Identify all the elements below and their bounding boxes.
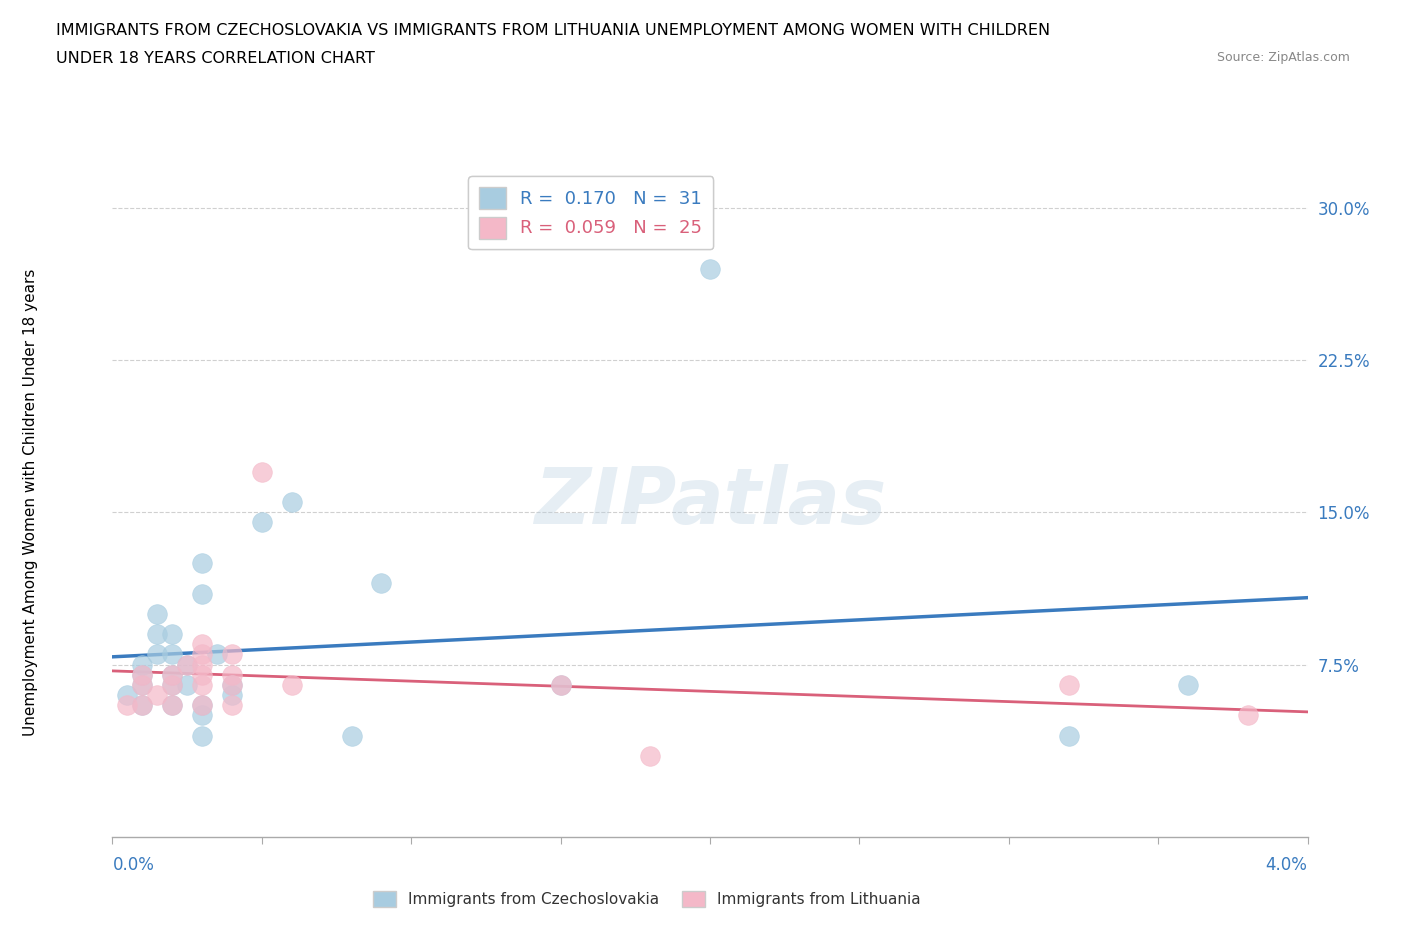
Point	[221, 667, 243, 682]
Point	[162, 698, 183, 712]
Point	[1057, 728, 1080, 743]
Point	[191, 698, 214, 712]
Point	[162, 667, 183, 682]
Text: Unemployment Among Women with Children Under 18 years: Unemployment Among Women with Children U…	[24, 269, 38, 736]
Point	[176, 677, 198, 692]
Point	[191, 555, 214, 570]
Point	[1057, 677, 1080, 692]
Legend: R =  0.170   N =  31, R =  0.059   N =  25: R = 0.170 N = 31, R = 0.059 N = 25	[468, 177, 713, 249]
Point	[131, 677, 153, 692]
Point	[370, 576, 392, 591]
Point	[550, 677, 572, 692]
Point	[1177, 677, 1199, 692]
Point	[191, 728, 214, 743]
Point	[699, 261, 721, 276]
Point	[250, 464, 273, 479]
Point	[191, 637, 214, 652]
Point	[281, 495, 304, 510]
Point	[162, 667, 183, 682]
Point	[131, 677, 153, 692]
Point	[162, 677, 183, 692]
Point	[162, 698, 183, 712]
Point	[191, 658, 214, 672]
Point	[131, 667, 153, 682]
Point	[221, 698, 243, 712]
Point	[191, 586, 214, 601]
Point	[550, 677, 572, 692]
Point	[221, 687, 243, 702]
Point	[146, 606, 169, 621]
Point	[221, 677, 243, 692]
Point	[281, 677, 304, 692]
Text: 0.0%: 0.0%	[112, 856, 155, 873]
Point	[162, 647, 183, 662]
Point	[162, 627, 183, 642]
Point	[191, 647, 214, 662]
Point	[146, 647, 169, 662]
Point	[146, 687, 169, 702]
Point	[176, 658, 198, 672]
Point	[1237, 708, 1260, 723]
Point	[250, 515, 273, 530]
Legend: Immigrants from Czechoslovakia, Immigrants from Lithuania: Immigrants from Czechoslovakia, Immigran…	[367, 884, 927, 913]
Point	[221, 647, 243, 662]
Point	[638, 749, 661, 764]
Point	[191, 677, 214, 692]
Point	[131, 698, 153, 712]
Point	[191, 708, 214, 723]
Point	[117, 698, 139, 712]
Text: UNDER 18 YEARS CORRELATION CHART: UNDER 18 YEARS CORRELATION CHART	[56, 51, 375, 66]
Point	[191, 667, 214, 682]
Point	[205, 647, 228, 662]
Point	[191, 698, 214, 712]
Point	[117, 687, 139, 702]
Point	[131, 698, 153, 712]
Text: Source: ZipAtlas.com: Source: ZipAtlas.com	[1216, 51, 1350, 64]
Text: IMMIGRANTS FROM CZECHOSLOVAKIA VS IMMIGRANTS FROM LITHUANIA UNEMPLOYMENT AMONG W: IMMIGRANTS FROM CZECHOSLOVAKIA VS IMMIGR…	[56, 23, 1050, 38]
Text: ZIPatlas: ZIPatlas	[534, 464, 886, 540]
Point	[221, 677, 243, 692]
Point	[146, 627, 169, 642]
Point	[162, 677, 183, 692]
Point	[131, 658, 153, 672]
Point	[176, 658, 198, 672]
Text: 4.0%: 4.0%	[1265, 856, 1308, 873]
Point	[131, 667, 153, 682]
Point	[340, 728, 363, 743]
